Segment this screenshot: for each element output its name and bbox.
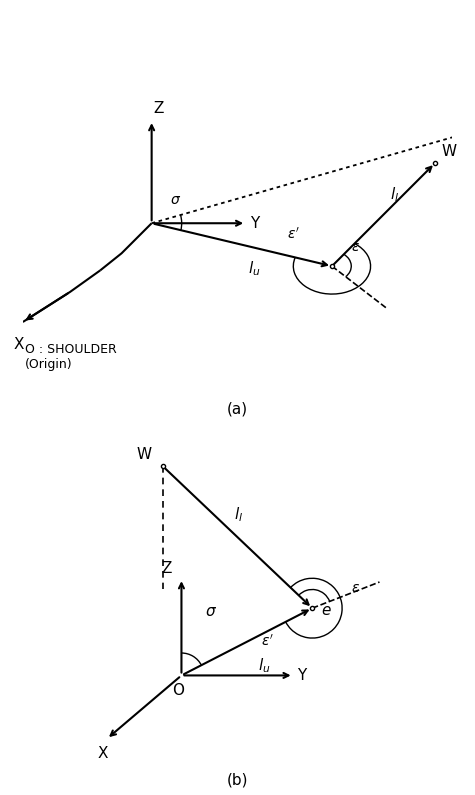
Text: O : SHOULDER
(Origin): O : SHOULDER (Origin) [25,343,117,371]
Text: X: X [98,747,108,762]
Text: $\sigma$: $\sigma$ [205,604,218,619]
Text: $\epsilon'$: $\epsilon'$ [261,634,274,650]
Text: W: W [136,448,152,463]
Text: $\epsilon$: $\epsilon$ [351,240,360,254]
Text: O: O [172,683,184,698]
Text: (a): (a) [227,401,248,417]
Text: $\sigma$: $\sigma$ [170,192,181,207]
Text: Z: Z [154,101,164,116]
Text: $\epsilon$: $\epsilon$ [351,580,360,595]
Text: Y: Y [297,668,306,683]
Text: $l_u$: $l_u$ [258,657,271,676]
Text: $l_l$: $l_l$ [390,185,399,204]
Text: $l_l$: $l_l$ [234,506,243,524]
Text: X: X [13,337,24,352]
Text: (b): (b) [227,773,248,788]
Text: $\epsilon'$: $\epsilon'$ [287,227,300,242]
Text: Y: Y [250,215,260,231]
Text: e: e [322,603,331,618]
Text: W: W [441,144,456,159]
Text: Z: Z [162,561,172,576]
Text: $l_u$: $l_u$ [248,260,261,278]
